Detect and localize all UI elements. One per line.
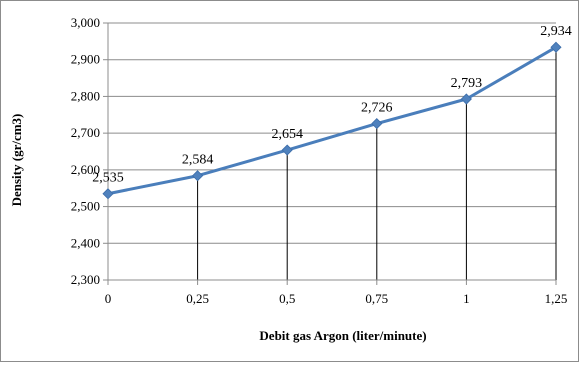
data-point-marker [460, 93, 472, 105]
drop-lines [107, 47, 557, 280]
y-tick-label: 2,400 [71, 235, 100, 250]
y-tick-label: 2,700 [71, 125, 100, 140]
data-point-marker [281, 144, 293, 156]
y-tick-label: 2,500 [71, 199, 100, 214]
y-tick-label: 3,000 [71, 15, 100, 30]
x-tick-label: 1,25 [545, 291, 568, 306]
y-tick-label: 2,300 [71, 272, 100, 287]
data-label: 2,934 [540, 24, 572, 39]
series-layer [102, 41, 562, 200]
y-tick-label: 2,800 [71, 88, 100, 103]
data-point-marker [550, 41, 562, 53]
data-label: 2,535 [92, 171, 124, 186]
data-label: 2,726 [361, 101, 393, 116]
series-line [107, 45, 557, 196]
x-tick-label: 1 [463, 291, 470, 306]
x-tick-label: 0 [105, 291, 112, 306]
data-label: 2,654 [271, 127, 303, 142]
data-point-marker [102, 188, 114, 200]
data-label: 2,793 [451, 76, 483, 91]
y-tick-label: 2,600 [71, 162, 100, 177]
grid-layer [108, 22, 556, 244]
x-tick-label: 0,5 [279, 291, 295, 306]
data-label: 2,584 [182, 153, 214, 168]
x-tick-label: 0,25 [186, 291, 209, 306]
y-tick-label: 2,900 [71, 52, 100, 67]
axes: 2,300 2,400 2,500 2,600 2,700 2,800 2,900 3,000… [71, 15, 568, 306]
label-layer: 2,535 2,584 2,654 2,726 2,793 2,934 [92, 24, 572, 185]
x-tick-label: 0,75 [365, 291, 388, 306]
data-point-marker [192, 170, 204, 182]
y-axis-title: Density (gr/cm3) [9, 114, 24, 207]
x-axis-title: Debit gas Argon (liter/minute) [259, 328, 426, 343]
data-point-marker [371, 118, 383, 130]
